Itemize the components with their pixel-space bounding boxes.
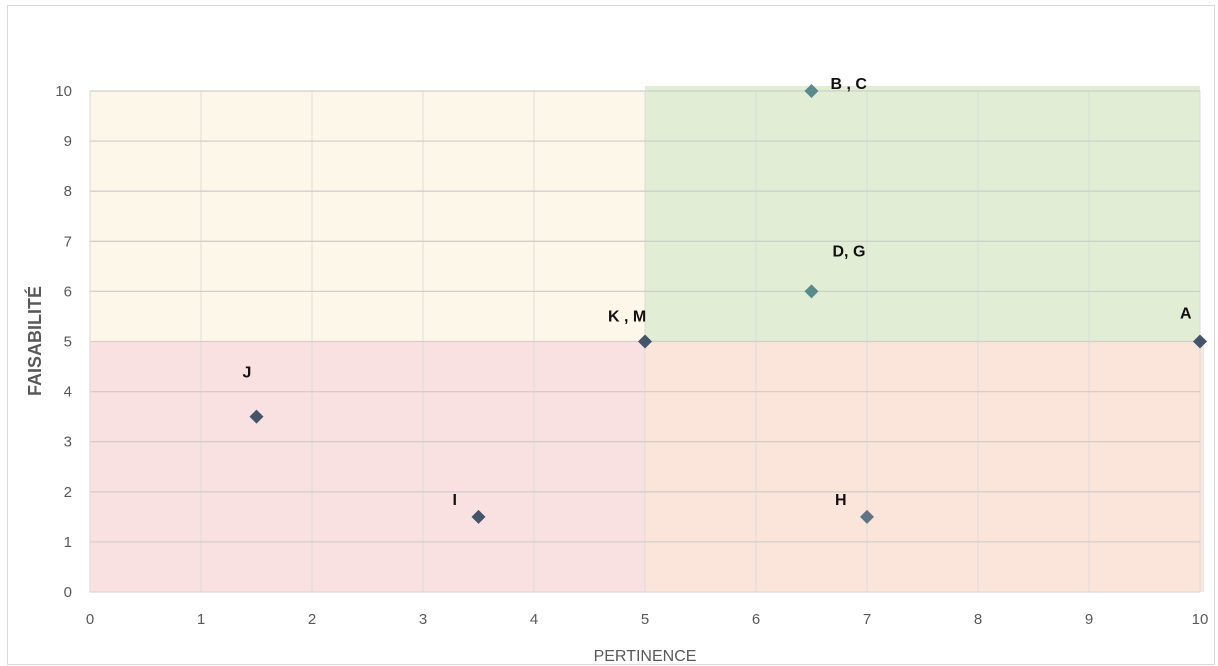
data-point [804, 84, 819, 98]
quadrant-top-right [645, 86, 1200, 342]
y-tick-label: 1 [64, 534, 72, 551]
y-tick-label: 5 [64, 334, 72, 351]
quadrant-top-left [90, 91, 645, 342]
x-tick-label: 7 [863, 611, 871, 628]
x-tick-label: 9 [1085, 611, 1093, 628]
x-axis-title: PERTINENCE [594, 648, 697, 665]
y-tick-label: 2 [64, 484, 72, 501]
data-point-label: I [453, 492, 457, 509]
x-tick-label: 5 [641, 611, 649, 628]
data-point [1193, 334, 1207, 349]
x-tick-label: 1 [197, 611, 205, 628]
y-tick-label: 4 [64, 384, 72, 401]
data-point-label: H [835, 492, 847, 509]
x-tick-label: 6 [752, 611, 760, 628]
y-axis-title: FAISABILITÉ [24, 286, 45, 396]
quadrant-bottom-right [645, 341, 1204, 592]
x-tick-label: 0 [86, 611, 94, 628]
x-tick-label: 10 [1192, 611, 1209, 628]
x-tick-label: 2 [308, 611, 316, 628]
y-tick-label: 8 [64, 183, 72, 200]
data-point-label: A [1180, 306, 1192, 323]
y-tick-label: 0 [64, 584, 72, 601]
x-tick-label: 3 [419, 611, 427, 628]
data-point-label: D, G [833, 243, 866, 260]
data-point-label: K , M [608, 309, 646, 326]
y-tick-label: 10 [55, 83, 72, 100]
data-point [804, 284, 819, 299]
x-tick-label: 4 [530, 611, 538, 628]
y-tick-label: 7 [64, 233, 72, 250]
y-tick-label: 3 [64, 434, 72, 451]
x-tick-label: 8 [974, 611, 982, 628]
data-point [860, 509, 874, 524]
data-point-label: J [243, 365, 252, 382]
quadrant-bottom-left [90, 341, 645, 592]
data-point [471, 509, 486, 524]
y-tick-label: 9 [64, 133, 72, 150]
data-point [249, 409, 264, 424]
y-tick-label: 6 [64, 283, 72, 300]
data-point [638, 334, 652, 349]
data-point-label: B , C [831, 76, 868, 93]
